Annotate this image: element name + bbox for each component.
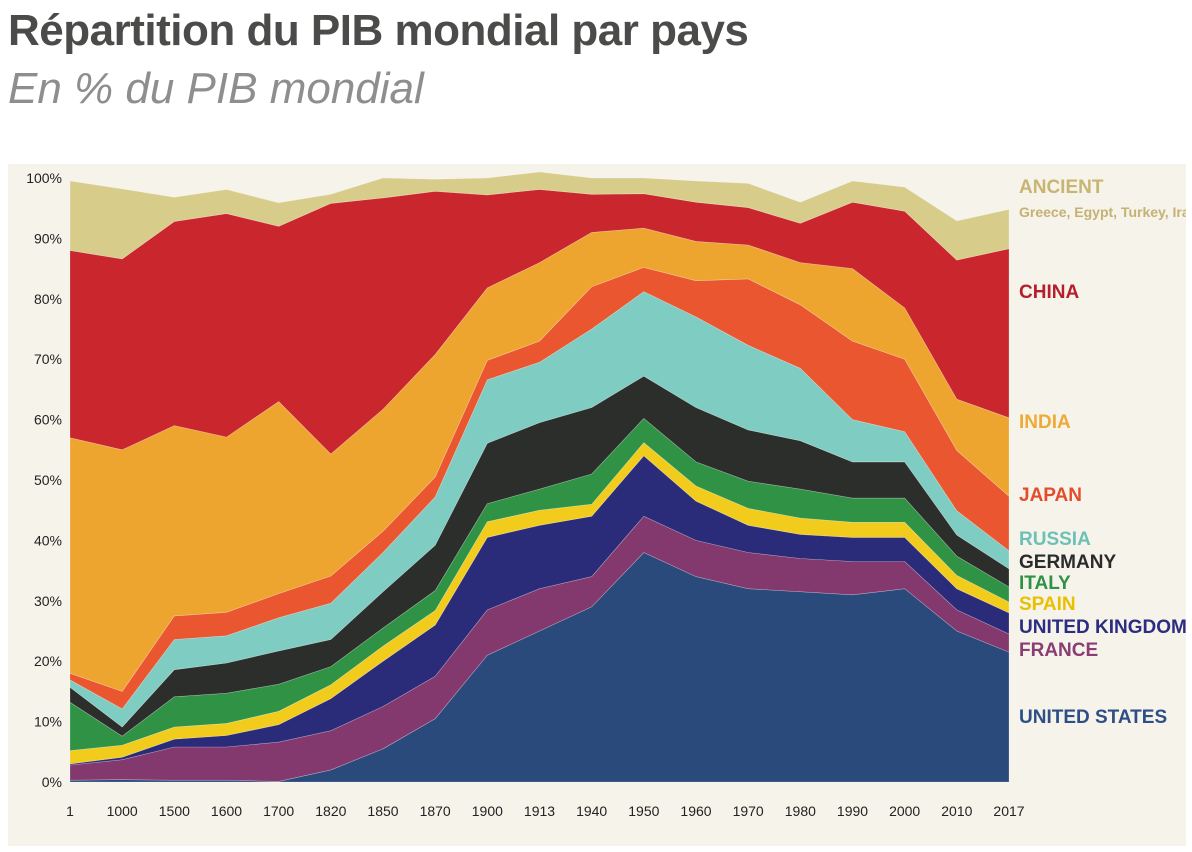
- x-tick-label: 1000: [107, 803, 138, 819]
- x-tick-label: 1980: [785, 803, 816, 819]
- x-tick-label: 2017: [993, 803, 1024, 819]
- area-france: [69, 515, 1010, 782]
- x-tick-label: 2000: [889, 803, 920, 819]
- page-subtitle: En % du PIB mondial: [8, 64, 424, 113]
- y-tick-label: 90%: [34, 230, 62, 246]
- y-tick-label: 80%: [34, 291, 62, 307]
- legend-label-china: CHINA: [1019, 282, 1079, 303]
- legend-label-united-kingdom: UNITED KINGDOM: [1019, 617, 1186, 638]
- x-tick-label: 1970: [733, 803, 764, 819]
- x-tick-label: 1700: [263, 803, 294, 819]
- legend-label-germany: GERMANY: [1019, 552, 1116, 573]
- legend-label-italy: ITALY: [1019, 573, 1071, 594]
- legend-label-france: FRANCE: [1019, 640, 1098, 661]
- x-tick-label: 1940: [576, 803, 607, 819]
- x-tick-label: 1913: [524, 803, 555, 819]
- x-tick-label: 1900: [472, 803, 503, 819]
- x-tick-label: 1870: [420, 803, 451, 819]
- legend-label-india: INDIA: [1019, 412, 1071, 433]
- legend-label-ancient: ANCIENT: [1019, 177, 1104, 198]
- y-tick-label: 40%: [34, 532, 62, 548]
- x-tick-label: 1850: [367, 803, 398, 819]
- legend-label-spain: SPAIN: [1019, 594, 1076, 615]
- y-tick-label: 0%: [42, 774, 62, 790]
- legend-label-russia: RUSSIA: [1019, 529, 1091, 550]
- y-tick-label: 100%: [26, 170, 62, 186]
- area-ancient: [69, 171, 1010, 261]
- area-japan: [69, 267, 1010, 710]
- area-united-states: [69, 552, 1010, 783]
- legend-label-united-states: UNITED STATES: [1019, 707, 1167, 728]
- x-tick-label: 1950: [628, 803, 659, 819]
- y-tick-label: 30%: [34, 593, 62, 609]
- x-tick-label: 2010: [941, 803, 972, 819]
- x-tick-label: 1: [66, 803, 74, 819]
- chart-panel: 0% 10% 20% 30% 40% 50% 60% 70% 80% 90% 100% 1 1000 15…: [8, 164, 1186, 846]
- legend-sublabel-ancient: Greece, Egypt, Turkey, Iran: [1019, 204, 1186, 220]
- x-tick-label: 1500: [159, 803, 190, 819]
- y-tick-label: 70%: [34, 351, 62, 367]
- y-tick-label: 20%: [34, 653, 62, 669]
- x-tick-label: 1820: [315, 803, 346, 819]
- x-tick-label: 1960: [680, 803, 711, 819]
- legend-label-japan: JAPAN: [1019, 485, 1082, 506]
- page-title: Répartition du PIB mondial par pays: [8, 6, 749, 55]
- y-tick-label: 50%: [34, 472, 62, 488]
- y-tick-label: 10%: [34, 714, 62, 730]
- y-tick-label: 60%: [34, 412, 62, 428]
- x-tick-label: 1600: [211, 803, 242, 819]
- x-tick-label: 1990: [837, 803, 868, 819]
- stacked-area-chart: 0% 10% 20% 30% 40% 50% 60% 70% 80% 90% 100% 1 1000 15…: [26, 170, 1186, 819]
